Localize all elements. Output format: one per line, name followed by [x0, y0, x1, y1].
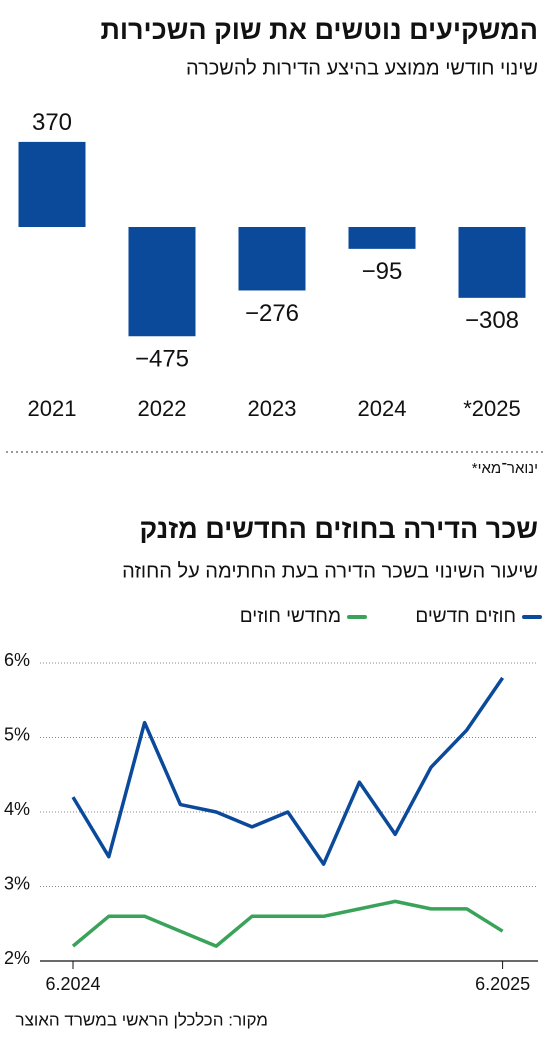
y-tick-label: 4%: [4, 799, 30, 819]
bar: [18, 141, 86, 227]
x-tick-label: 2021: [28, 396, 77, 421]
y-tick-label: 3%: [4, 873, 30, 893]
x-tick-label: 6.2025: [475, 974, 530, 994]
y-tick-label: 5%: [4, 724, 30, 744]
source: מקור: הכלכלן הראשי במשרד האוצר: [15, 1010, 268, 1029]
bar: [458, 227, 526, 298]
chart-subtitle: שיעור השינוי בשכר הדירה בעת החתימה על הח…: [122, 560, 538, 582]
chart-subtitle: שינוי חודשי ממוצע בהיצע הדירות להשכרה: [186, 57, 538, 79]
series-line: [71, 676, 505, 866]
y-tick-label: 6%: [4, 650, 30, 670]
x-tick-label: 2024: [358, 396, 407, 421]
value-label: −475: [135, 346, 189, 373]
bar: [238, 227, 306, 291]
x-tick-label: *2025: [463, 396, 521, 421]
bar: [128, 227, 196, 337]
legend-label: מחדשי חוזים: [240, 606, 341, 627]
x-tick-label: 2022: [138, 396, 187, 421]
x-tick-label: 6.2024: [45, 974, 100, 994]
value-label: 370: [32, 109, 72, 136]
series-line: [71, 899, 504, 948]
value-label: −276: [245, 300, 299, 327]
y-tick-label: 2%: [4, 948, 30, 968]
chart-title: שכר הדירה בחוזים החדשים מזנק: [140, 514, 538, 544]
bar: [348, 227, 416, 249]
footnote: ינואר־מאי*: [472, 460, 538, 477]
x-tick-label: 2023: [248, 396, 297, 421]
legend-label: חוזים חדשים: [415, 606, 516, 627]
value-label: −95: [362, 258, 403, 285]
chart-title: המשקיעים נוטשים את שוק השכירות: [100, 15, 538, 45]
value-label: −308: [465, 307, 519, 334]
